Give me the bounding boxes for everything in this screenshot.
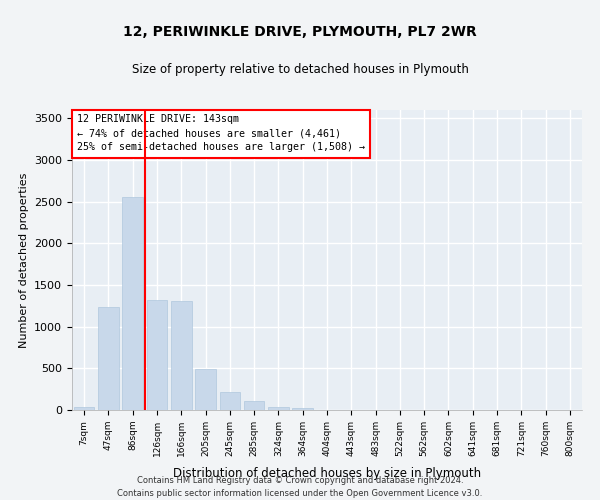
Bar [292, 408, 313, 410]
Bar [171, 301, 191, 410]
Text: Contains HM Land Registry data © Crown copyright and database right 2024.
Contai: Contains HM Land Registry data © Crown c… [118, 476, 482, 498]
Bar [98, 306, 119, 410]
X-axis label: Distribution of detached houses by size in Plymouth: Distribution of detached houses by size … [173, 467, 481, 480]
Text: 12, PERIWINKLE DRIVE, PLYMOUTH, PL7 2WR: 12, PERIWINKLE DRIVE, PLYMOUTH, PL7 2WR [123, 25, 477, 39]
Bar [146, 300, 167, 410]
Bar [244, 401, 265, 410]
Text: 12 PERIWINKLE DRIVE: 143sqm
← 74% of detached houses are smaller (4,461)
25% of : 12 PERIWINKLE DRIVE: 143sqm ← 74% of det… [77, 114, 365, 152]
Bar [268, 407, 289, 410]
Bar [220, 392, 240, 410]
Text: Size of property relative to detached houses in Plymouth: Size of property relative to detached ho… [131, 62, 469, 76]
Bar [74, 406, 94, 410]
Bar [122, 196, 143, 410]
Bar [195, 369, 216, 410]
Y-axis label: Number of detached properties: Number of detached properties [19, 172, 29, 348]
